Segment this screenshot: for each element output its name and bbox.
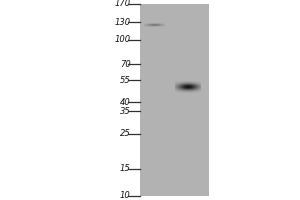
- Bar: [140, 4, 208, 196]
- Text: 170: 170: [114, 0, 130, 8]
- Text: 25: 25: [120, 129, 130, 138]
- Text: 10: 10: [120, 192, 130, 200]
- Text: 15: 15: [120, 164, 130, 173]
- Text: 100: 100: [114, 35, 130, 44]
- Text: 55: 55: [120, 76, 130, 85]
- Text: 40: 40: [120, 98, 130, 107]
- Text: 130: 130: [114, 18, 130, 27]
- Text: 70: 70: [120, 60, 130, 69]
- Text: 35: 35: [120, 107, 130, 116]
